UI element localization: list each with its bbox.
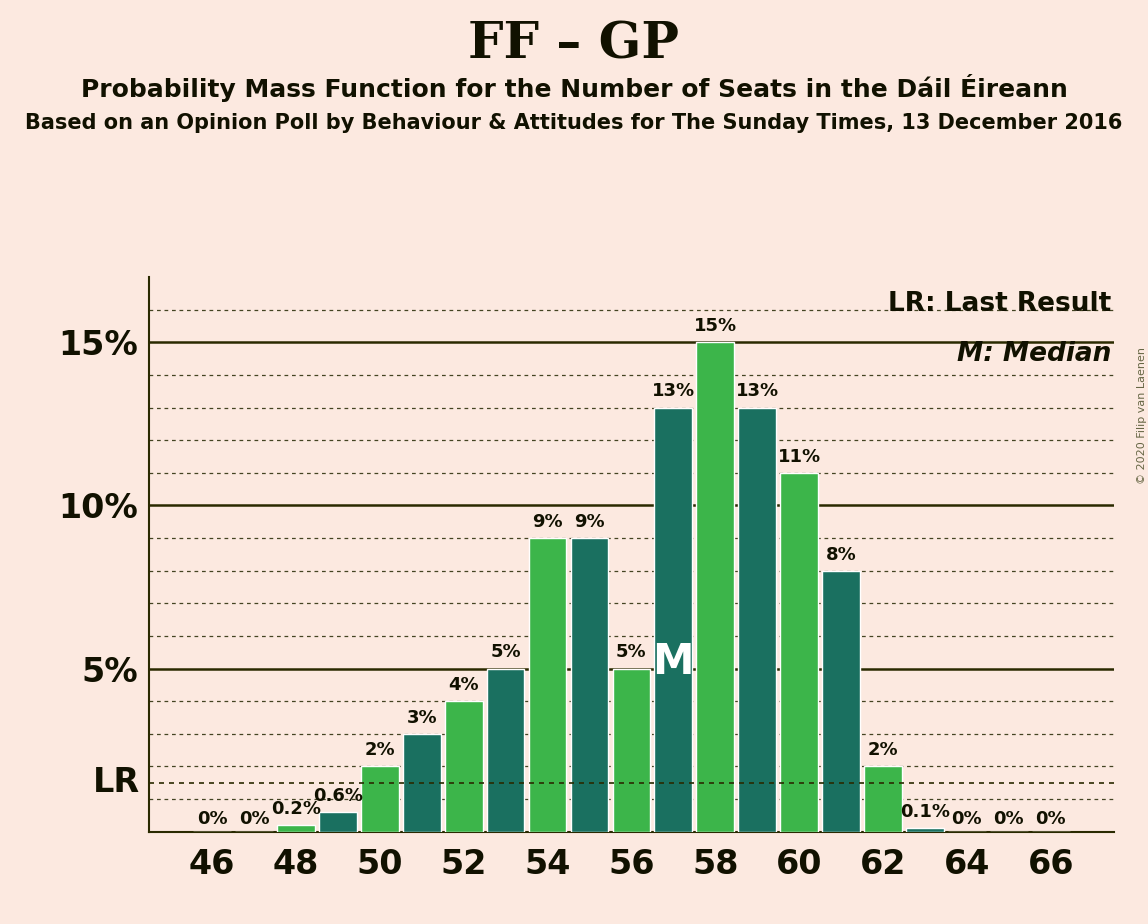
Bar	[529, 538, 566, 832]
Bar	[319, 812, 357, 832]
Text: M: M	[652, 641, 695, 683]
Text: 4%: 4%	[449, 676, 479, 694]
Text: 0%: 0%	[952, 809, 983, 828]
Text: LR: LR	[93, 766, 140, 799]
Text: 0%: 0%	[239, 809, 270, 828]
Text: LR: Last Result: LR: Last Result	[889, 291, 1111, 317]
Text: 0.6%: 0.6%	[313, 787, 363, 805]
Bar	[781, 473, 819, 832]
Text: 5%: 5%	[490, 643, 521, 662]
Text: 11%: 11%	[777, 448, 821, 466]
Text: 0%: 0%	[196, 809, 227, 828]
Text: 0%: 0%	[1035, 809, 1066, 828]
Text: Based on an Opinion Poll by Behaviour & Attitudes for The Sunday Times, 13 Decem: Based on an Opinion Poll by Behaviour & …	[25, 113, 1123, 133]
Text: FF – GP: FF – GP	[468, 20, 680, 69]
Bar	[822, 571, 860, 832]
Bar	[864, 766, 902, 832]
Text: M: Median: M: Median	[957, 341, 1111, 367]
Text: 13%: 13%	[652, 383, 695, 400]
Bar	[654, 407, 692, 832]
Text: 0.1%: 0.1%	[900, 803, 949, 821]
Bar	[906, 828, 944, 832]
Bar	[403, 734, 441, 832]
Bar	[360, 766, 398, 832]
Text: 5%: 5%	[616, 643, 646, 662]
Text: 2%: 2%	[365, 741, 395, 760]
Text: Probability Mass Function for the Number of Seats in the Dáil Éireann: Probability Mass Function for the Number…	[80, 74, 1068, 102]
Bar	[613, 669, 650, 832]
Text: 9%: 9%	[574, 513, 605, 531]
Bar	[487, 669, 525, 832]
Bar	[444, 701, 482, 832]
Text: 3%: 3%	[406, 709, 437, 726]
Bar	[571, 538, 608, 832]
Text: 9%: 9%	[533, 513, 563, 531]
Bar	[738, 407, 776, 832]
Text: 8%: 8%	[825, 545, 856, 564]
Text: 0.2%: 0.2%	[271, 800, 321, 818]
Text: © 2020 Filip van Laenen: © 2020 Filip van Laenen	[1138, 347, 1147, 484]
Bar	[697, 343, 734, 832]
Bar	[277, 825, 315, 832]
Text: 0%: 0%	[993, 809, 1024, 828]
Text: 15%: 15%	[693, 317, 737, 335]
Text: 2%: 2%	[868, 741, 898, 760]
Text: 13%: 13%	[736, 383, 778, 400]
